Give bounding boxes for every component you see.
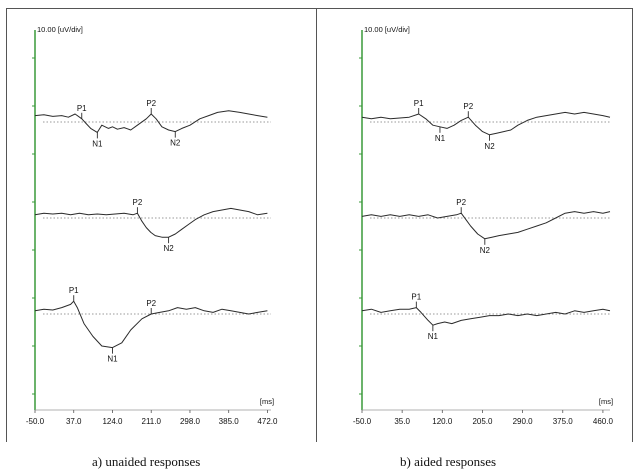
chart-svg: 10.00 [uV/div] [ms] -50.0 37.0 124.0 211.0 298…: [6, 8, 633, 443]
x-tick-label: 37.0: [66, 417, 82, 426]
x-unit-label: [ms]: [260, 397, 274, 406]
x-tick-label: 120.0: [432, 417, 453, 426]
response-trace: [361, 111, 611, 136]
response-trace: [34, 110, 268, 133]
scale-label: 10.00 [uV/div]: [364, 25, 410, 34]
panel-b: 10.00 [uV/div] [ms] -50.0 35.0 120.0 205.0 290…: [353, 25, 614, 426]
x-tick-label: -50.0: [353, 417, 372, 426]
x-unit-label: [ms]: [599, 397, 613, 406]
x-tick-label: 35.0: [394, 417, 410, 426]
peak-label: P2: [146, 99, 156, 108]
peak-label: P1: [411, 293, 421, 302]
x-tick-label: 375.0: [553, 417, 574, 426]
response-trace: [34, 207, 268, 238]
peak-label: N2: [170, 139, 181, 148]
peak-label: N1: [92, 139, 103, 148]
x-tick-label: -50.0: [26, 417, 45, 426]
peak-label: P1: [69, 286, 79, 295]
peak-label: N2: [484, 142, 495, 151]
peak-label: P1: [414, 99, 424, 108]
peak-label: P2: [456, 198, 466, 207]
peak-label: N1: [435, 134, 446, 143]
peak-label: P2: [146, 299, 156, 308]
peak-label: N1: [428, 332, 439, 341]
response-trace: [34, 300, 268, 349]
peak-label: N1: [107, 355, 118, 364]
x-tick-label: 124.0: [102, 417, 123, 426]
x-tick-label: 205.0: [472, 417, 493, 426]
response-trace: [361, 211, 611, 240]
peak-label: P1: [77, 104, 87, 113]
x-tick-label: 211.0: [142, 417, 162, 426]
x-tick-label: 460.0: [593, 417, 614, 426]
peak-label: N2: [163, 244, 174, 253]
scale-label: 10.00 [uV/div]: [37, 25, 83, 34]
x-tick-label: 472.0: [257, 417, 278, 426]
x-tick-label: 290.0: [513, 417, 534, 426]
x-tick-label: 385.0: [219, 417, 240, 426]
panel-a: 10.00 [uV/div] [ms] -50.0 37.0 124.0 211.0 298…: [26, 25, 278, 426]
caption-unaided: a) unaided responses: [92, 454, 201, 469]
response-trace: [361, 307, 611, 326]
peak-label: P2: [133, 198, 143, 207]
peak-label: P2: [463, 102, 473, 111]
peak-label: N2: [480, 246, 491, 255]
figure-frame: [6, 8, 633, 443]
x-tick-label: 298.0: [180, 417, 201, 426]
caption-aided: b) aided responses: [400, 454, 497, 469]
